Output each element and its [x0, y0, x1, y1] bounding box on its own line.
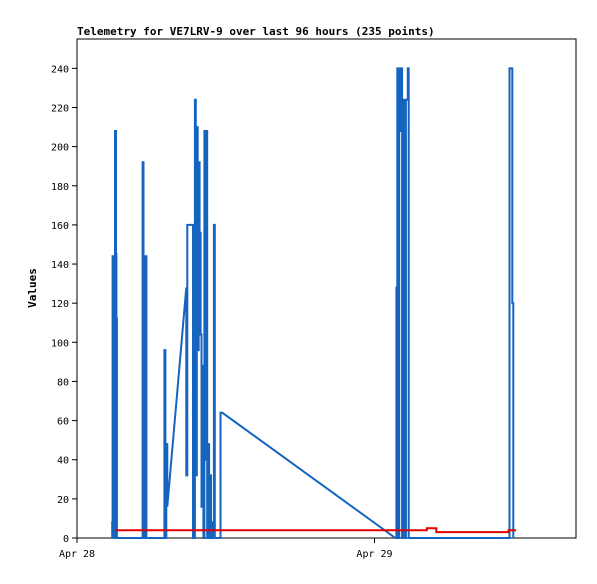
y-tick-label: 0 [63, 534, 69, 545]
y-axis-label: Values [26, 268, 39, 308]
y-tick-label: 80 [57, 377, 69, 388]
y-tick-label: 160 [51, 221, 69, 232]
y-tick-label: 120 [51, 299, 69, 310]
y-tick-label: 140 [51, 260, 69, 271]
y-axis: 0 20 40 60 80 100 120 140 160 180 200 220 240 [51, 64, 77, 545]
series-line-1 [111, 67, 515, 539]
y-tick-label: 20 [57, 495, 69, 506]
y-tick-label: 240 [51, 64, 69, 75]
y-tick-label: 220 [51, 103, 69, 114]
series-group [111, 67, 517, 539]
x-tick-label: Apr 29 [356, 549, 392, 560]
x-axis: Apr 28 Apr 29 [59, 538, 393, 560]
y-tick-label: 60 [57, 417, 69, 428]
plot-area [76, 38, 577, 539]
y-tick-label: 100 [51, 338, 69, 349]
y-tick-label: 180 [51, 182, 69, 193]
x-tick-label: Apr 28 [59, 549, 95, 560]
chart-title: Telemetry for VE7LRV-9 over last 96 hour… [77, 25, 435, 38]
y-tick-label: 40 [57, 456, 69, 467]
series-line-2 [115, 527, 517, 534]
y-tick-label: 200 [51, 143, 69, 154]
